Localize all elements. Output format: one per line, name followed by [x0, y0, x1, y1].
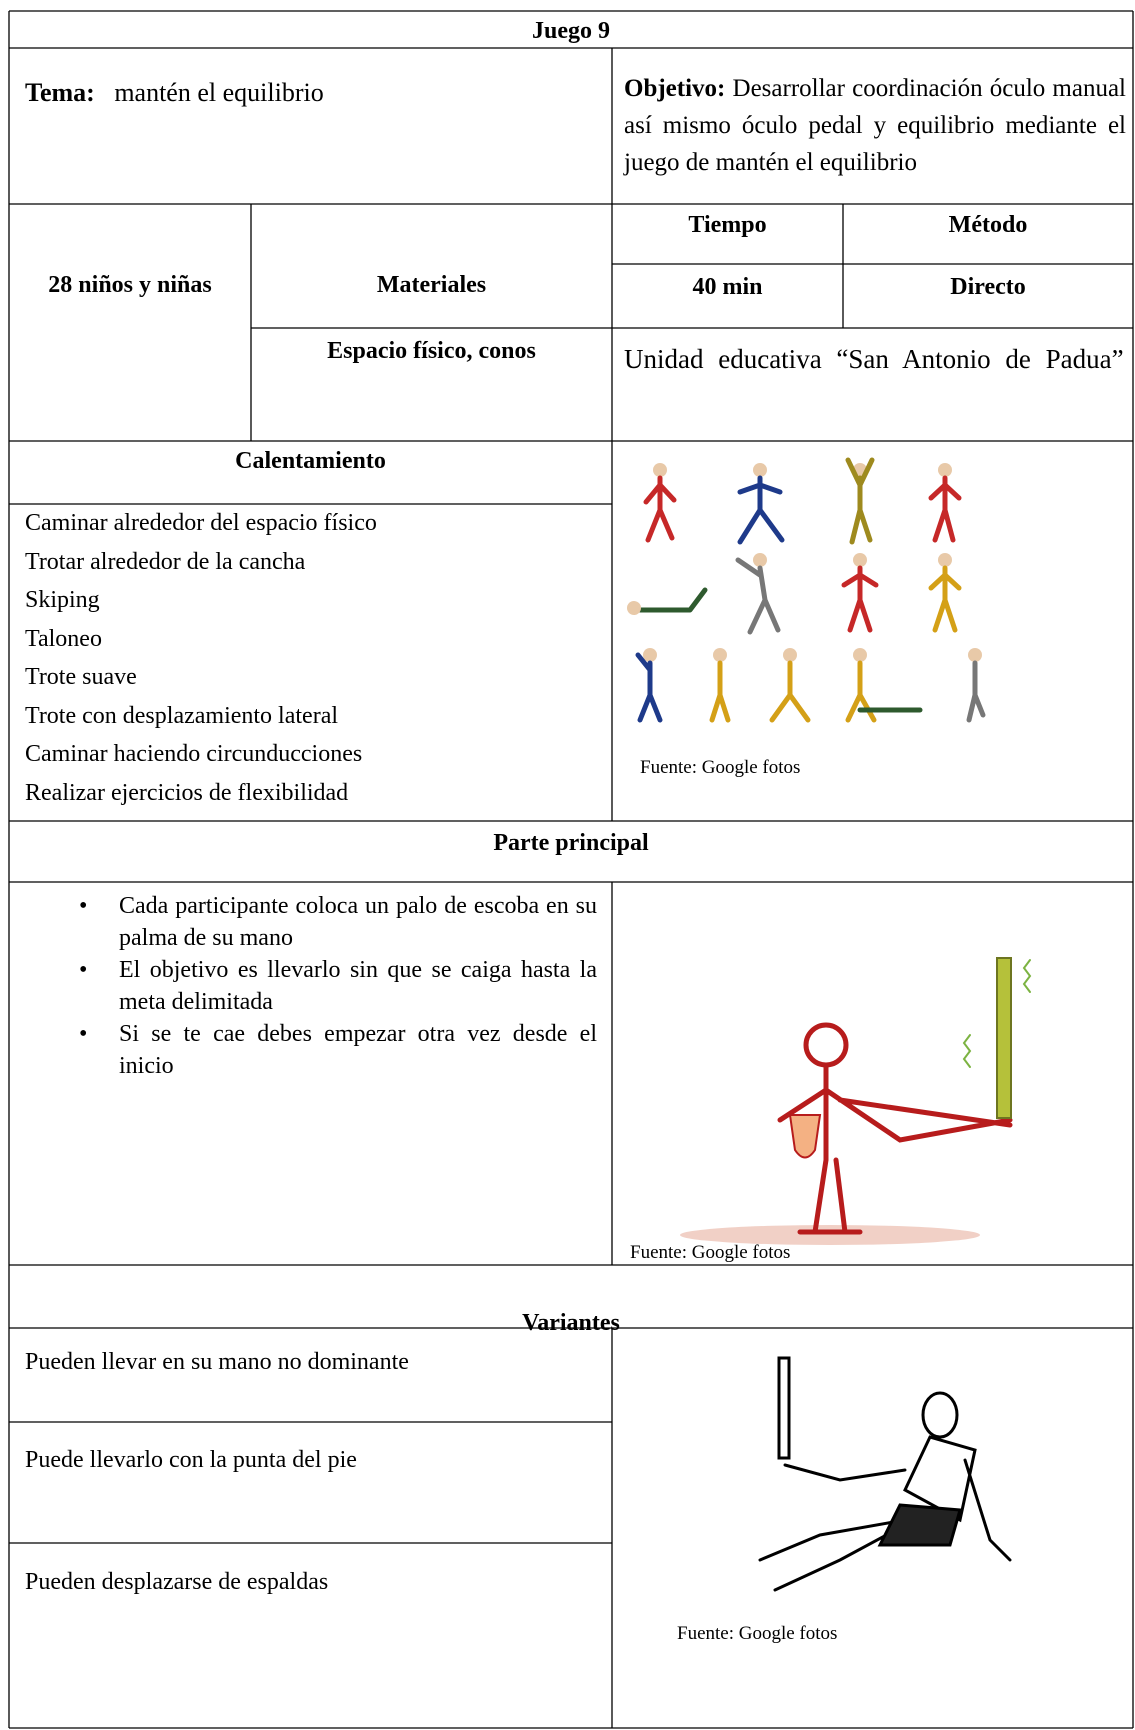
image-caption: Fuente: Google fotos — [630, 1242, 791, 1263]
item: Puede llevarlo con la punta del pie — [25, 1447, 357, 1473]
item: Si se te cae debes empezar otra vez desd… — [79, 1018, 597, 1082]
metodo-label: Método — [948, 212, 1028, 238]
calentamiento-title: Calentamiento — [235, 448, 386, 474]
objetivo-label: Objetivo: — [624, 75, 726, 102]
image-caption: Fuente: Google fotos — [677, 1623, 838, 1644]
parte-principal-title: Parte principal — [493, 830, 649, 856]
item: El objetivo es llevarlo sin que se caiga… — [79, 954, 597, 1018]
item: Taloneo — [25, 625, 102, 652]
balance-illustration — [680, 957, 1032, 1245]
table-borders — [8, 10, 1134, 1729]
item: Trote con desplazamiento lateral — [25, 702, 339, 729]
tiempo-value: 40 min — [692, 274, 763, 300]
warmup-illustration — [627, 457, 986, 723]
item: Caminar alrededor del espacio físico — [25, 510, 377, 536]
tiempo-label: Tiempo — [688, 212, 767, 238]
item: Pueden desplazarse de espaldas — [25, 1569, 329, 1595]
item: Trotar alrededor de la cancha — [25, 548, 306, 575]
materiales-value: Espacio físico, conos — [327, 338, 536, 364]
item: Pueden llevar en su mano no dominante — [25, 1349, 409, 1375]
participantes: 28 niños y niñas — [48, 272, 212, 298]
item: Skiping — [25, 587, 100, 613]
item: Trote suave — [25, 664, 137, 690]
item: Caminar haciendo circunducciones — [25, 741, 363, 767]
parte-principal-list: Cada participante coloca un palo de esco… — [79, 890, 597, 1082]
calentamiento-list: Caminar alrededor del espacio físico Tro… — [25, 504, 605, 812]
variant-illustration — [758, 1356, 1012, 1592]
tema: Tema: mantén el equilibrio — [25, 76, 324, 110]
item: Realizar ejercicios de flexibilidad — [25, 779, 349, 806]
item: Cada participante coloca un palo de esco… — [79, 890, 597, 954]
tema-value: mantén el equilibrio — [114, 78, 324, 107]
objetivo: Objetivo: Desarrollar coordinación óculo… — [624, 70, 1126, 181]
metodo-value: Directo — [950, 274, 1026, 300]
image-caption: Fuente: Google fotos — [640, 757, 801, 778]
variantes-title: Variantes — [522, 1310, 620, 1336]
materiales-label: Materiales — [376, 272, 487, 298]
title: Juego 9 — [532, 18, 610, 44]
tema-label: Tema: — [25, 78, 95, 107]
lugar: Unidad educativa “San Antonio de Padua” — [624, 344, 1124, 374]
objetivo-value: Desarrollar coordinación óculo manual as… — [624, 75, 1126, 176]
